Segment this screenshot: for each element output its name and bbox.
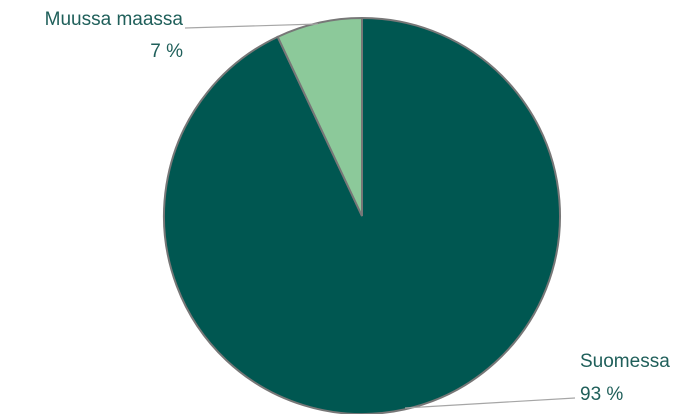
pie-slice bbox=[276, 16, 363, 217]
slice-label: Muussa maassa bbox=[45, 9, 184, 30]
leader-line bbox=[184, 23, 319, 29]
leader-line bbox=[404, 397, 576, 409]
slice-label: Suomessa bbox=[580, 351, 670, 372]
slice-value-label: 7 % bbox=[150, 41, 183, 62]
slice-value-label: 93 % bbox=[580, 384, 623, 405]
